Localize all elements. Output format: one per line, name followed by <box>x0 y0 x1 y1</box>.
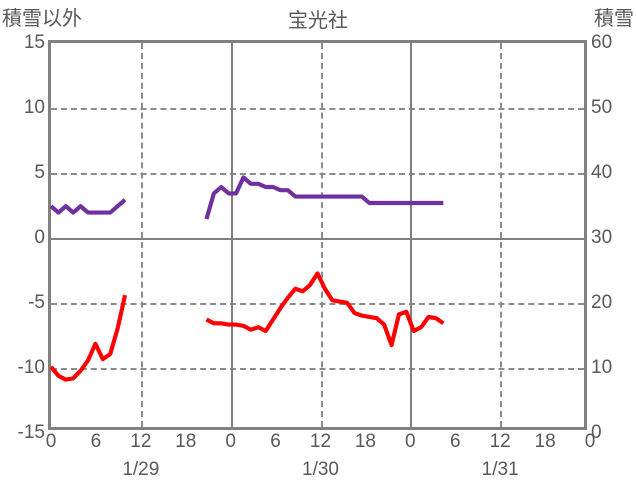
series-layer <box>49 175 445 382</box>
left-tick-label: 5 <box>34 162 45 183</box>
gridline-h-0 <box>51 238 584 240</box>
right-tick-label: 60 <box>591 32 613 53</box>
series-line-積雪-1 <box>204 175 444 220</box>
series-line-積雪以外-0 <box>49 294 128 382</box>
x-tick-label: 18 <box>354 431 376 452</box>
gridline-h-5 <box>51 173 584 175</box>
left-tick-label: -15 <box>17 422 45 443</box>
right-tick-label: 0 <box>591 422 602 443</box>
x-day-label: 1/29 <box>122 459 160 480</box>
x-day-label: 1/31 <box>481 459 519 480</box>
x-tick-label: 0 <box>45 431 57 452</box>
gridline-h-10 <box>51 108 584 110</box>
gridline-v-36 <box>320 43 323 427</box>
gridline-v-60 <box>500 43 503 427</box>
x-tick-label: 18 <box>534 431 556 452</box>
x-tick-label: 6 <box>449 431 461 452</box>
series-line-積雪以外-1 <box>205 271 445 348</box>
right-tick-label: 50 <box>591 97 613 118</box>
x-tick-label: 6 <box>90 431 102 452</box>
left-tick-label: 15 <box>23 32 45 53</box>
right-axis-title: 積雪 <box>594 8 634 30</box>
x-day-label: 1/30 <box>302 459 339 480</box>
gridline-h--10 <box>51 368 584 370</box>
gridline-v-48 <box>410 43 413 427</box>
gridline-v-12 <box>140 43 143 427</box>
left-axis-title: 積雪以外 <box>2 8 82 30</box>
right-tick-label: 10 <box>591 357 613 378</box>
plot-area: 15 10 5 0 -5 -10 -15 60 50 40 30 20 10 0 0 6 12 18 0 6 12 1… <box>18 32 613 480</box>
gridline-v-24 <box>230 43 233 427</box>
right-tick-label: 20 <box>591 292 613 313</box>
x-tick-label: 0 <box>405 431 416 452</box>
gridline-h--5 <box>51 303 584 305</box>
right-tick-label: 30 <box>591 227 613 248</box>
right-tick-label: 40 <box>591 162 613 183</box>
x-tick-label: 12 <box>489 431 511 452</box>
left-tick-label: -5 <box>28 292 45 313</box>
x-tick-label: 18 <box>175 431 197 452</box>
left-tick-label: 0 <box>34 227 45 248</box>
left-tick-label: 10 <box>23 97 45 118</box>
x-tick-label: 6 <box>270 431 281 452</box>
x-tick-label: 12 <box>130 431 152 452</box>
series-line-積雪-0 <box>49 198 127 215</box>
x-tick-label: 12 <box>309 431 332 452</box>
left-tick-label: -10 <box>17 357 45 378</box>
x-tick-label: 0 <box>584 431 596 452</box>
x-tick-label: 0 <box>225 431 236 452</box>
chart-title: 宝光社 <box>288 10 348 32</box>
